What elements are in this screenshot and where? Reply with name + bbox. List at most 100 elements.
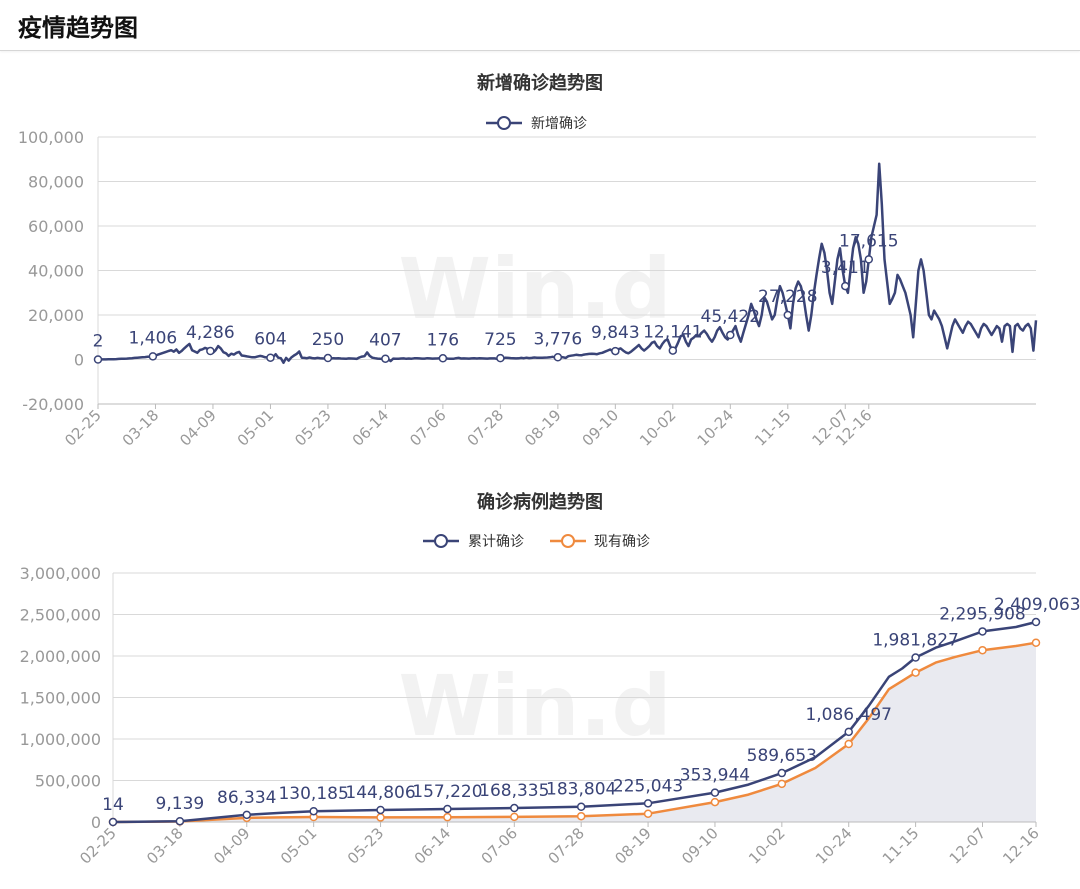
chart1-point-marker xyxy=(864,255,874,264)
chart2-cumulative-marker xyxy=(242,810,252,820)
chart2-x-tick-label: 04-09 xyxy=(210,824,254,868)
chart1-point-marker xyxy=(93,355,103,364)
page-title: 疫情趋势图 xyxy=(18,14,138,42)
chart1-y-tick-label: 80,000 xyxy=(28,173,84,192)
chart2-cumulative-marker xyxy=(911,653,920,662)
chart1-point-marker xyxy=(206,346,215,356)
chart1-point-marker xyxy=(841,281,850,291)
chart2-data-label: 157,220 xyxy=(412,782,482,802)
chart2-data-label: 86,334 xyxy=(217,788,276,808)
chart-cumulative-cases: 确诊病例趋势图 累计确诊 现有确诊 Win.d 0 500,000 1,000,00… xyxy=(20,491,1080,868)
app-header: 疫情趋势图 xyxy=(0,0,1080,51)
chart1-legend[interactable]: 新增确诊 xyxy=(486,116,587,132)
chart2-x-tick-label: 07-06 xyxy=(478,824,522,868)
chart2-x-tick-label: 08-19 xyxy=(611,824,655,868)
chart1-data-label: 2 xyxy=(93,331,104,351)
chart2-legend-current[interactable]: 现有确诊 xyxy=(550,534,650,550)
chart2-cumulative-marker xyxy=(1031,617,1041,627)
chart1-data-label: 604 xyxy=(254,330,286,350)
chart2-y-tick-label: 1,500,000 xyxy=(20,689,101,708)
chart2-data-label: 130,185 xyxy=(278,784,348,804)
chart1-title: 新增确诊趋势图 xyxy=(477,72,603,94)
chart2-data-label: 168,335 xyxy=(479,781,549,801)
chart2-data-label: 144,806 xyxy=(345,783,415,803)
chart1-legend-label: 新增确诊 xyxy=(531,116,587,132)
chart2-x-tick-label: 10-24 xyxy=(812,824,856,868)
chart1-point-marker xyxy=(726,330,735,340)
chart2-x-tick-label: 12-07 xyxy=(946,824,990,868)
chart2-current-area xyxy=(113,642,1036,822)
chart2-legend-marker-current xyxy=(561,534,575,548)
chart2-cumulative-marker xyxy=(710,788,720,797)
chart2-legend-cumulative[interactable]: 累计确诊 xyxy=(423,534,524,550)
chart2-current-marker xyxy=(978,645,987,655)
chart1-data-label: 3,411 xyxy=(821,258,870,278)
chart2-x-tick-label: 06-14 xyxy=(411,824,455,868)
chart2-data-label: 183,804 xyxy=(546,780,616,800)
chart1-y-tick-label: 0 xyxy=(74,351,84,370)
chart2-y-tick-label: 3,000,000 xyxy=(20,564,101,583)
chart2-legend-label-cumulative: 累计确诊 xyxy=(468,534,524,550)
chart2-current-marker xyxy=(844,739,853,749)
chart2-data-label: 14 xyxy=(102,795,124,815)
chart1-x-tick-label: 07-06 xyxy=(406,406,450,450)
chart2-current-line xyxy=(112,641,1037,824)
chart1-x-tick-label: 04-09 xyxy=(176,406,220,450)
chart2-cumulative-marker xyxy=(309,806,318,816)
chart2-y-tick-label: 2,000,000 xyxy=(20,647,101,666)
chart2-cumulative-line xyxy=(112,620,1037,824)
chart2-cumulative-marker xyxy=(777,768,787,778)
chart2-cumulative-marker xyxy=(576,802,586,811)
chart-new-cases: 新增确诊趋势图 新增确诊 Win.d -20,000 0 20,000 40,000 6… xyxy=(18,72,1038,450)
chart2-y-tick-label: 1,000,000 xyxy=(20,730,101,749)
chart1-legend-marker xyxy=(497,116,511,130)
chart1-x-tick-label: 09-10 xyxy=(579,406,623,450)
chart2-y-tick-label: 500,000 xyxy=(35,772,101,791)
chart1-point-marker xyxy=(668,346,678,355)
chart2-watermark: Win.d xyxy=(398,657,671,755)
chart1-x-tick-label: 05-23 xyxy=(291,406,335,450)
chart2-x-tick-label: 11-15 xyxy=(879,824,923,868)
chart1-point-marker xyxy=(148,352,158,361)
chart2-data-label: 589,653 xyxy=(747,746,817,766)
chart1-data-label: 45,422 xyxy=(701,307,760,327)
chart2-current-marker xyxy=(643,809,653,818)
chart1-data-label: 1,406 xyxy=(129,328,178,348)
chart1-x-tick-label: 10-24 xyxy=(694,406,738,450)
chart1-point-marker xyxy=(381,354,390,363)
chart1-y-tick-label: 20,000 xyxy=(28,306,84,325)
chart1-point-marker xyxy=(783,310,793,320)
chart2-cumulative-marker xyxy=(108,817,118,827)
chart1-data-label: 27,228 xyxy=(758,287,817,307)
chart2-current-marker xyxy=(1031,638,1041,647)
chart1-data-label: 12,141 xyxy=(643,323,702,343)
chart1-x-tick-label: 05-01 xyxy=(234,406,278,450)
chart2-current-marker xyxy=(510,812,519,822)
chart1-data-label: 3,776 xyxy=(534,329,583,349)
chart1-data-label: 407 xyxy=(369,331,401,351)
chart1-watermark: Win.d xyxy=(398,240,671,338)
chart2-cumulative-marker xyxy=(510,803,519,813)
chart2-data-label: 1,086,497 xyxy=(805,705,892,725)
chart1-y-tick-label: 60,000 xyxy=(28,217,84,236)
chart2-cumulative-marker xyxy=(978,627,987,636)
chart1-x-tick-label: 10-02 xyxy=(636,406,680,450)
chart2-data-label: 1,981,827 xyxy=(872,631,959,651)
chart2-current-marker xyxy=(376,813,385,822)
chart1-data-label: 176 xyxy=(427,330,459,350)
chart1-point-marker xyxy=(553,353,563,362)
chart2-cumulative-marker xyxy=(443,804,452,814)
chart1-x-tick-label: 11-15 xyxy=(751,406,795,450)
chart1-point-marker xyxy=(438,354,448,363)
chart1-point-marker xyxy=(323,353,333,363)
chart2-current-marker xyxy=(443,812,452,822)
chart2-current-marker xyxy=(777,779,787,789)
chart1-series-line xyxy=(97,162,1038,365)
chart1-data-label: 250 xyxy=(312,330,344,350)
chart2-y-tick-label: 0 xyxy=(91,813,101,832)
chart1-point-marker xyxy=(496,353,505,363)
chart1-point-marker xyxy=(266,353,275,362)
chart2-x-tick-label: 05-01 xyxy=(277,824,321,868)
chart2-cumulative-marker xyxy=(376,805,385,815)
